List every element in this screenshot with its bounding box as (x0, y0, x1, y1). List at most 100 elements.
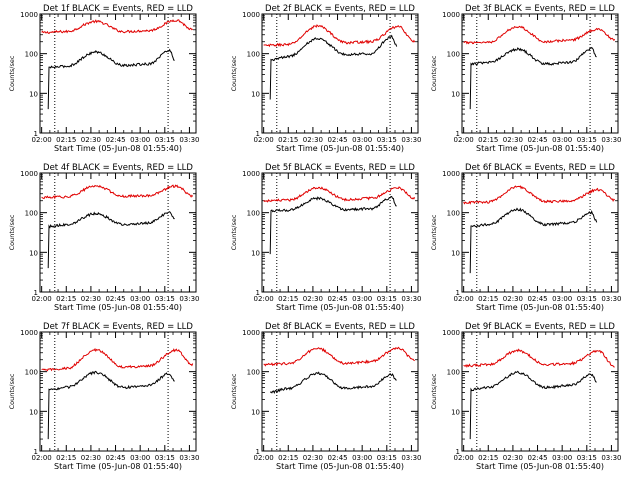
y-tick-label: 1000 (442, 329, 460, 337)
x-tick-label: 03:15 (155, 136, 175, 144)
y-tick-label: 100 (247, 51, 260, 59)
plot-frame (461, 331, 619, 452)
x-tick-label: 02:15 (278, 295, 298, 303)
events-rate-line (469, 370, 597, 440)
plot-frame (261, 331, 419, 452)
x-tick-label: 03:30 (179, 136, 199, 144)
y-axis-label: Counts/sec (8, 214, 16, 250)
x-tick-label: 03:30 (601, 454, 621, 462)
chart-panel: Det 2f BLACK = Events, RED = LLD Counts/s… (230, 4, 422, 153)
lld-rate-line (263, 346, 415, 367)
x-tick-label: 02:15 (478, 295, 498, 303)
y-tick-label: 1000 (20, 11, 38, 19)
y-tick-label: 1 (456, 130, 460, 138)
x-tick-label: 03:15 (577, 454, 597, 462)
x-tick-label: 03:30 (401, 136, 421, 144)
x-tick-label: 02:45 (105, 295, 125, 303)
x-tick-label: 03:30 (179, 295, 199, 303)
y-tick-label: 1 (456, 448, 460, 456)
x-tick-label: 02:30 (503, 136, 523, 144)
x-tick-label: 02:00 (454, 295, 474, 303)
x-tick-label: 02:45 (327, 136, 347, 144)
x-tick-label: 02:15 (478, 454, 498, 462)
y-tick-label: 100 (25, 210, 38, 218)
y-tick-label: 1000 (242, 329, 260, 337)
x-tick-label: 02:15 (56, 454, 76, 462)
chart-panel: Det 3f BLACK = Events, RED = LLD Counts/s… (430, 4, 622, 153)
x-tick-label: 02:00 (454, 454, 474, 462)
y-tick-label: 1 (256, 289, 260, 297)
x-tick-label: 03:30 (401, 454, 421, 462)
x-tick-label: 02:30 (81, 454, 101, 462)
plot-frame (39, 13, 197, 134)
chart-panel: Det 1f BLACK = Events, RED = LLD Counts/s… (8, 4, 200, 153)
y-tick-label: 10 (29, 249, 38, 257)
plot-frame (461, 13, 619, 134)
y-tick-label: 100 (447, 369, 460, 377)
x-axis-label: Start Time (05-Jun-08 01:55:40) (476, 303, 604, 312)
x-tick-label: 03:00 (352, 136, 372, 144)
x-tick-label: 03:15 (577, 295, 597, 303)
x-tick-label: 02:45 (327, 295, 347, 303)
events-rate-line (269, 34, 398, 100)
x-tick-label: 03:00 (352, 295, 372, 303)
x-tick-label: 02:15 (278, 454, 298, 462)
y-tick-label: 10 (29, 408, 38, 416)
events-rate-line (269, 371, 397, 395)
chart-title: Det 5f BLACK = Events, RED = LLD (265, 163, 415, 173)
y-axis-label: Counts/sec (8, 55, 16, 91)
x-tick-label: 02:00 (32, 454, 52, 462)
x-tick-label: 03:00 (552, 295, 572, 303)
y-tick-label: 100 (25, 369, 38, 377)
x-tick-label: 03:15 (155, 454, 175, 462)
y-tick-label: 1 (256, 130, 260, 138)
y-tick-label: 1 (34, 130, 38, 138)
x-axis-label: Start Time (05-Jun-08 01:55:40) (276, 303, 404, 312)
chart-title: Det 6f BLACK = Events, RED = LLD (465, 163, 615, 173)
events-rate-line (269, 195, 397, 255)
x-tick-label: 03:15 (155, 295, 175, 303)
y-axis-label: Counts/sec (230, 214, 238, 250)
chart-panel: Det 6f BLACK = Events, RED = LLD Counts/s… (430, 163, 622, 312)
x-tick-label: 02:00 (254, 295, 274, 303)
chart-panel: Det 9f BLACK = Events, RED = LLD Counts/s… (430, 322, 622, 471)
x-tick-label: 02:15 (56, 136, 76, 144)
x-tick-label: 02:45 (527, 295, 547, 303)
y-tick-label: 1000 (20, 329, 38, 337)
plot-frame (261, 13, 419, 134)
y-tick-label: 100 (247, 369, 260, 377)
lld-rate-line (263, 186, 416, 203)
x-tick-label: 02:30 (303, 136, 323, 144)
y-axis-label: Counts/sec (8, 373, 16, 409)
y-axis-label: Counts/sec (430, 55, 438, 91)
x-tick-label: 03:15 (377, 454, 397, 462)
chart-title: Det 4f BLACK = Events, RED = LLD (43, 163, 193, 173)
plot-frame (39, 172, 197, 293)
y-tick-label: 10 (251, 408, 260, 416)
chart-title: Det 7f BLACK = Events, RED = LLD (43, 322, 193, 332)
chart-panel: Det 8f BLACK = Events, RED = LLD Counts/s… (230, 322, 422, 471)
events-rate-line (47, 48, 175, 110)
y-axis-label: Counts/sec (430, 373, 438, 409)
chart-panel: Det 7f BLACK = Events, RED = LLD Counts/s… (8, 322, 200, 471)
y-tick-label: 10 (251, 90, 260, 98)
x-tick-label: 02:30 (303, 295, 323, 303)
lld-rate-line (263, 24, 416, 48)
x-tick-label: 03:00 (130, 454, 150, 462)
x-tick-label: 03:00 (552, 136, 572, 144)
x-tick-label: 03:30 (179, 454, 199, 462)
x-axis-label: Start Time (05-Jun-08 01:55:40) (54, 144, 182, 153)
x-tick-label: 03:30 (601, 136, 621, 144)
x-tick-label: 02:30 (303, 454, 323, 462)
y-tick-label: 100 (447, 51, 460, 59)
y-tick-label: 10 (451, 249, 460, 257)
lld-rate-line (463, 348, 615, 368)
y-tick-label: 1 (34, 448, 38, 456)
y-tick-label: 10 (451, 90, 460, 98)
chart-title: Det 8f BLACK = Events, RED = LLD (265, 322, 415, 332)
y-tick-label: 1 (34, 289, 38, 297)
y-axis-label: Counts/sec (430, 214, 438, 250)
lld-rate-line (41, 347, 194, 372)
events-rate-line (469, 207, 598, 274)
